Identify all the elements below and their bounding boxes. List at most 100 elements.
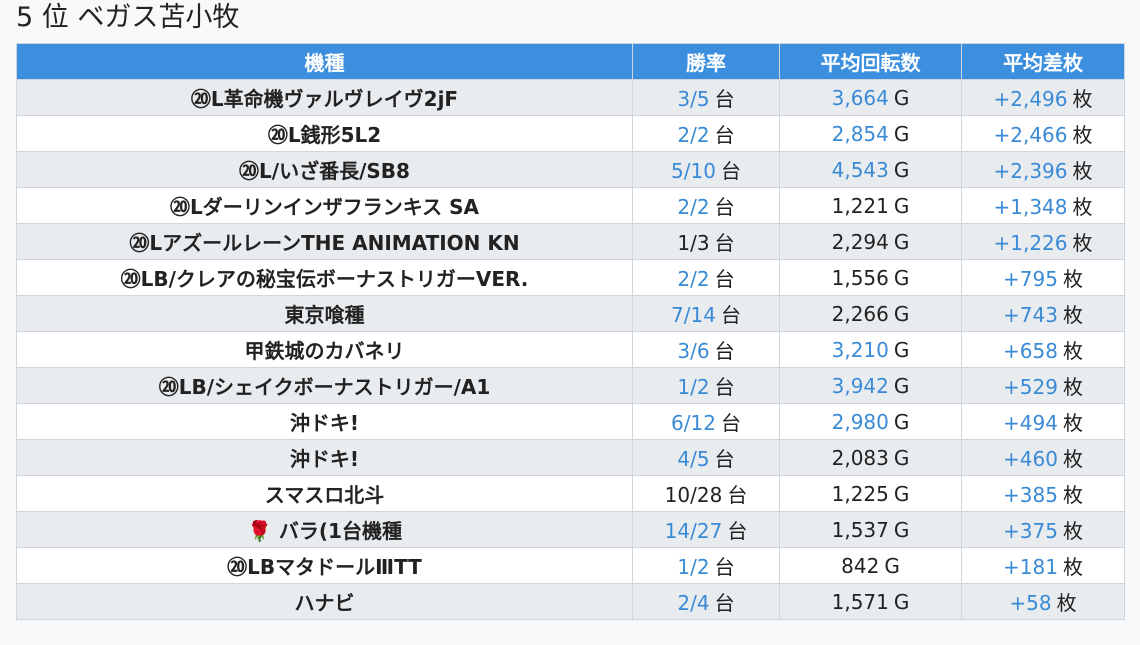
table-row[interactable]: ⑳Lダーリンインザフランキス SA 2/2 台 1,221 G +1,348 枚 [16,187,1125,224]
model-name-cell[interactable]: スマスロ北斗 [16,475,633,512]
table-row[interactable]: スマスロ北斗 10/28 台 1,225 G +385 枚 [16,475,1125,512]
column-header-win-rate[interactable]: 勝率 [632,43,780,80]
avg-diff-value: +375 [1003,519,1058,543]
avg-diff-value: +2,496 [993,87,1068,111]
unit-label: 台 [714,267,735,291]
model-name-cell[interactable]: ⑳L/いざ番長/SB8 [16,151,633,188]
column-header-model[interactable]: 機種 [16,43,633,80]
avg-rotation-cell: 2,266 G [779,295,962,332]
avg-diff-value: +1,226 [993,231,1068,255]
table-header: 機種 勝率 平均回転数 平均差枚 [16,43,1125,80]
avg-rotation-value: 3,210 [831,337,889,362]
model-name-cell[interactable]: ⑳LBマタドールⅢTT [16,547,633,584]
unit-label: G [893,229,910,254]
unit-label: 台 [714,447,735,471]
model-name-cell[interactable]: ⑳L革命機ヴァルヴレイヴ2jF [16,79,633,116]
unit-label: 台 [720,411,741,435]
model-name-cell[interactable]: 甲鉄城のカバネリ [16,331,633,368]
avg-rotation-value: 1,571 [831,589,889,614]
win-rate-cell: 2/2 台 [632,259,780,296]
avg-diff-value: +658 [1003,339,1058,363]
avg-rotation-cell: 2,854 G [779,115,962,152]
avg-diff-cell: +2,496 枚 [961,79,1125,116]
ranking-table: 機種 勝率 平均回転数 平均差枚 ⑳L革命機ヴァルヴレイヴ2jF 3/5 台 3,66… [16,43,1125,620]
avg-diff-cell: +2,466 枚 [961,115,1125,152]
win-rate-cell: 2/4 台 [632,583,780,620]
table-row[interactable]: 東京喰種 7/14 台 2,266 G +743 枚 [16,295,1125,332]
avg-rotation-cell: 842 G [779,547,962,584]
avg-rotation-value: 2,294 [831,229,889,254]
win-rate-cell: 7/14 台 [632,295,780,332]
table-row[interactable]: ⑳LB/シェイクボーナストリガー/A1 1/2 台 3,942 G +529 枚 [16,367,1125,404]
table-row[interactable]: 沖ドキ! 6/12 台 2,980 G +494 枚 [16,403,1125,440]
win-rate-cell: 4/5 台 [632,439,780,476]
win-rate-value: 7/14 [671,303,716,327]
avg-rotation-value: 1,221 [831,193,889,218]
unit-label: G [893,445,910,470]
avg-rotation-cell: 3,942 G [779,367,962,404]
unit-label: G [893,481,910,506]
avg-rotation-cell: 2,294 G [779,223,962,260]
table-row[interactable]: ⑳LB/クレアの秘宝伝ボーナストリガーVER. 2/2 台 1,556 G +795 枚 [16,259,1125,296]
win-rate-value: 3/6 [677,339,710,363]
page-title: 5 位 ベガス苫小牧 [16,2,240,33]
unit-label: G [893,265,910,290]
win-rate-cell: 1/3 台 [632,223,780,260]
win-rate-cell: 2/2 台 [632,115,780,152]
model-name-cell[interactable]: 沖ドキ! [16,403,633,440]
column-header-avg-diff[interactable]: 平均差枚 [961,43,1125,80]
avg-diff-value: +2,466 [993,123,1068,147]
model-name-cell[interactable]: 東京喰種 [16,295,633,332]
avg-rotation-cell: 3,664 G [779,79,962,116]
win-rate-cell: 3/6 台 [632,331,780,368]
model-name-cell[interactable]: ⑳LB/シェイクボーナストリガー/A1 [16,367,633,404]
win-rate-cell: 5/10 台 [632,151,780,188]
table-row[interactable]: 🌹 バラ(1台機種 14/27 台 1,537 G +375 枚 [16,511,1125,548]
unit-label: 台 [720,159,741,183]
model-name-cell[interactable]: ⑳LB/クレアの秘宝伝ボーナストリガーVER. [16,259,633,296]
unit-label: 枚 [1062,303,1083,327]
model-name-cell[interactable]: ⑳L銭形5L2 [16,115,633,152]
table-row[interactable]: ⑳L銭形5L2 2/2 台 2,854 G +2,466 枚 [16,115,1125,152]
unit-label: 枚 [1056,591,1077,615]
win-rate-value: 1/3 [677,231,710,255]
column-header-avg-rotation[interactable]: 平均回転数 [779,43,962,80]
win-rate-value: 4/5 [677,447,710,471]
avg-rotation-cell: 2,980 G [779,403,962,440]
model-name-cell[interactable]: 🌹 バラ(1台機種 [16,511,633,548]
model-name-cell[interactable]: ハナビ [16,583,633,620]
avg-diff-cell: +743 枚 [961,295,1125,332]
table-row[interactable]: ⑳LBマタドールⅢTT 1/2 台 842 G +181 枚 [16,547,1125,584]
model-name-cell[interactable]: 沖ドキ! [16,439,633,476]
avg-diff-value: +385 [1003,483,1058,507]
avg-diff-cell: +385 枚 [961,475,1125,512]
unit-label: 台 [714,375,735,399]
avg-diff-cell: +529 枚 [961,367,1125,404]
avg-diff-cell: +494 枚 [961,403,1125,440]
avg-diff-value: +1,348 [993,195,1068,219]
model-name-cell[interactable]: ⑳LアズールレーンTHE ANIMATION KN [16,223,633,260]
table-row[interactable]: ⑳L/いざ番長/SB8 5/10 台 4,543 G +2,396 枚 [16,151,1125,188]
avg-rotation-value: 1,225 [831,481,889,506]
table-row[interactable]: 甲鉄城のカバネリ 3/6 台 3,210 G +658 枚 [16,331,1125,368]
win-rate-value: 2/2 [677,195,710,219]
avg-diff-cell: +181 枚 [961,547,1125,584]
table-row[interactable]: ハナビ 2/4 台 1,571 G +58 枚 [16,583,1125,620]
win-rate-cell: 1/2 台 [632,367,780,404]
unit-label: 枚 [1062,339,1083,363]
table-row[interactable]: ⑳LアズールレーンTHE ANIMATION KN 1/3 台 2,294 G +1,22… [16,223,1125,260]
avg-diff-value: +494 [1003,411,1058,435]
win-rate-value: 1/2 [677,375,710,399]
avg-rotation-value: 3,664 [831,85,889,110]
avg-rotation-value: 1,537 [831,517,889,542]
avg-rotation-value: 842 [841,553,880,578]
avg-rotation-value: 1,556 [831,265,889,290]
unit-label: 枚 [1072,87,1093,111]
table-row[interactable]: 沖ドキ! 4/5 台 2,083 G +460 枚 [16,439,1125,476]
table-row[interactable]: ⑳L革命機ヴァルヴレイヴ2jF 3/5 台 3,664 G +2,496 枚 [16,79,1125,116]
win-rate-value: 2/4 [677,591,710,615]
unit-label: 枚 [1062,375,1083,399]
avg-diff-cell: +58 枚 [961,583,1125,620]
model-name-cell[interactable]: ⑳Lダーリンインザフランキス SA [16,187,633,224]
unit-label: 枚 [1072,159,1093,183]
